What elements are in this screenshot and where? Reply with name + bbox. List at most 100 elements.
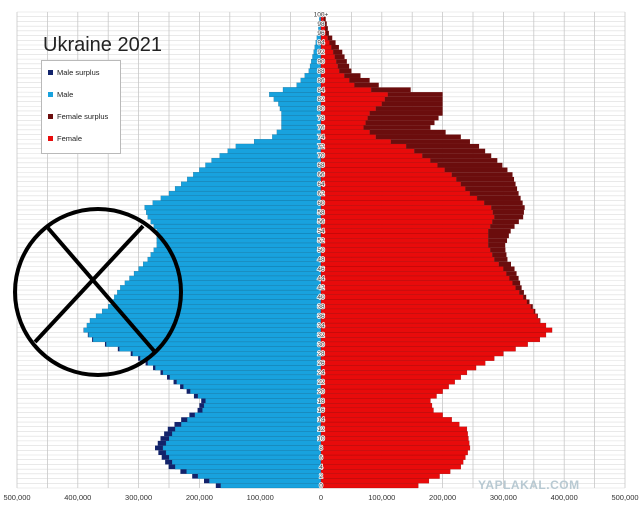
bar-female-surplus bbox=[494, 214, 524, 220]
bar-female-surplus bbox=[503, 266, 515, 272]
x-tick-label: 400,000 bbox=[64, 493, 91, 502]
age-label: 10 bbox=[317, 436, 325, 443]
age-label: 6 bbox=[319, 454, 323, 461]
age-label: 62 bbox=[317, 190, 325, 197]
bar-female-surplus bbox=[488, 228, 511, 234]
bar-male-surplus bbox=[160, 370, 163, 375]
bar-female-surplus bbox=[444, 167, 508, 173]
bar-male-surplus bbox=[193, 393, 198, 399]
bar-female-surplus bbox=[506, 271, 517, 276]
legend-item-male: Male bbox=[42, 83, 120, 105]
bar-male-surplus bbox=[164, 431, 173, 437]
age-label: 46 bbox=[317, 266, 325, 273]
bar-male-surplus bbox=[145, 360, 148, 366]
bar-male-surplus bbox=[130, 351, 133, 357]
age-label: 30 bbox=[317, 341, 325, 348]
bar-female-surplus bbox=[519, 290, 524, 295]
bar-female-surplus bbox=[437, 162, 503, 168]
bar-female-surplus bbox=[492, 209, 524, 215]
bar-female-surplus bbox=[406, 143, 480, 149]
age-label: 48 bbox=[317, 256, 325, 263]
bar-male-surplus bbox=[92, 337, 93, 342]
watermark: YAPLAKAL.COM bbox=[478, 478, 580, 492]
age-label: 94 bbox=[317, 40, 325, 47]
bar-female-surplus bbox=[414, 148, 486, 154]
legend-label-male-surplus: Male surplus bbox=[57, 67, 100, 77]
age-label: 40 bbox=[317, 294, 325, 301]
age-label: 32 bbox=[317, 332, 325, 339]
bar-female-surplus bbox=[515, 285, 522, 291]
age-label: 88 bbox=[317, 68, 325, 75]
age-label: 98 bbox=[317, 21, 325, 28]
bar-female-surplus bbox=[498, 261, 511, 267]
bar-female-surplus bbox=[349, 77, 370, 83]
bar-male-surplus bbox=[197, 407, 203, 413]
bar-female-surplus bbox=[488, 238, 508, 243]
bar-female-surplus bbox=[422, 153, 492, 159]
bar-female-surplus bbox=[336, 59, 347, 64]
bar-female-surplus bbox=[384, 96, 443, 102]
bar-female-surplus bbox=[494, 257, 508, 262]
bar-female-surplus bbox=[337, 63, 350, 69]
age-label: 74 bbox=[317, 134, 325, 141]
bar-female-surplus bbox=[334, 54, 345, 60]
x-tick-label: 500,000 bbox=[611, 493, 638, 502]
legend-swatch-female bbox=[48, 135, 53, 141]
legend-swatch-male-surplus bbox=[48, 69, 53, 75]
age-label: 90 bbox=[317, 58, 325, 65]
bar-female-surplus bbox=[344, 73, 361, 78]
bar-female-surplus bbox=[363, 125, 431, 130]
age-label: 86 bbox=[317, 77, 325, 84]
age-label: 26 bbox=[317, 360, 325, 367]
bar-female-surplus bbox=[469, 191, 519, 196]
age-label: 70 bbox=[317, 153, 325, 160]
age-label: 72 bbox=[317, 143, 325, 150]
age-label: 18 bbox=[317, 398, 325, 405]
bar-female-surplus bbox=[325, 30, 329, 36]
bar-male-surplus bbox=[87, 332, 89, 338]
bar-female-surplus bbox=[371, 87, 411, 93]
bar-female-surplus bbox=[381, 101, 443, 107]
bar-male-surplus bbox=[158, 450, 166, 456]
age-label: 34 bbox=[317, 322, 325, 329]
age-label: 58 bbox=[317, 209, 325, 216]
bar-female-surplus bbox=[339, 68, 352, 74]
bar-female-surplus bbox=[523, 294, 527, 300]
age-label: 76 bbox=[317, 124, 325, 131]
bar-male-surplus bbox=[186, 389, 191, 394]
age-label: 82 bbox=[317, 96, 325, 103]
chart-title: Ukraine 2021 bbox=[43, 34, 162, 56]
age-label: 8 bbox=[319, 445, 323, 452]
bar-female-surplus bbox=[492, 252, 507, 258]
bar-female-surplus bbox=[375, 134, 461, 140]
bar-female-surplus bbox=[322, 12, 325, 17]
bar-female-surplus bbox=[430, 158, 498, 163]
age-label: 100+ bbox=[314, 11, 329, 18]
bar-female-surplus bbox=[492, 219, 519, 225]
bar-male-surplus bbox=[167, 426, 176, 432]
legend-label-female-surplus: Female surplus bbox=[57, 111, 109, 121]
age-label: 4 bbox=[319, 464, 323, 471]
age-label: 50 bbox=[317, 247, 325, 254]
bar-female-surplus bbox=[491, 205, 525, 210]
age-label: 54 bbox=[317, 228, 325, 235]
crossed-circle-line-b bbox=[33, 224, 145, 344]
bar-male-surplus bbox=[168, 464, 176, 470]
bar-female-surplus bbox=[526, 299, 530, 305]
x-tick-label: 200,000 bbox=[186, 493, 213, 502]
age-label: 28 bbox=[317, 351, 325, 358]
bar-male-surplus bbox=[117, 346, 120, 352]
bar-male-surplus bbox=[155, 445, 163, 451]
age-label: 64 bbox=[317, 181, 325, 188]
age-label: 24 bbox=[317, 370, 325, 377]
age-label: 84 bbox=[317, 87, 325, 94]
bar-male-surplus bbox=[161, 455, 169, 460]
bar-male-surplus bbox=[173, 379, 177, 385]
age-label: 92 bbox=[317, 49, 325, 56]
legend-label-male: Male bbox=[57, 89, 74, 99]
legend: Male surplus Male Female surplus Female bbox=[41, 60, 121, 154]
legend-swatch-female-surplus bbox=[48, 113, 53, 119]
bar-female-surplus bbox=[488, 233, 509, 239]
